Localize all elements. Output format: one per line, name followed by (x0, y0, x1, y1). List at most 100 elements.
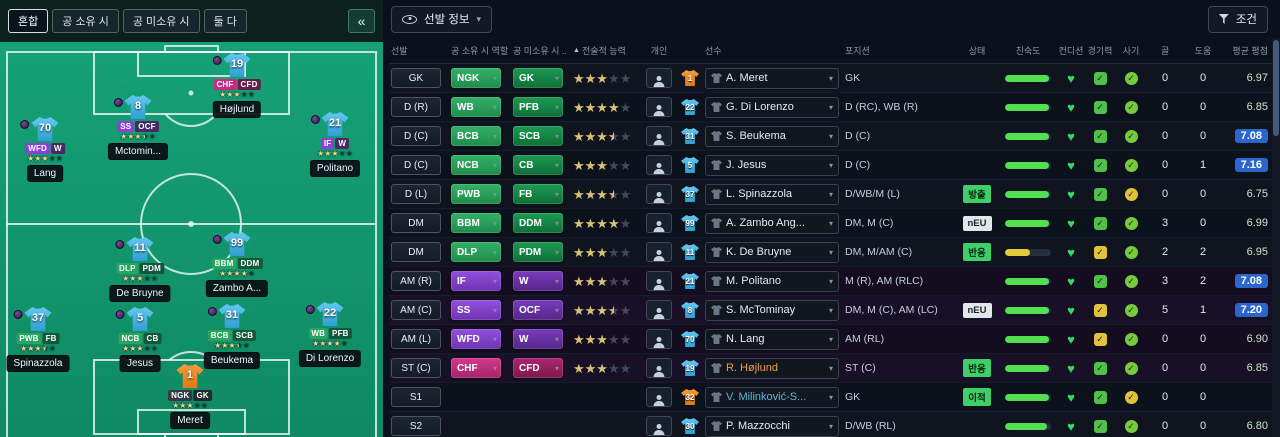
individual-instructions-button[interactable] (646, 97, 672, 117)
column-header[interactable]: 친숙도 (1015, 46, 1041, 56)
view-tab-1[interactable]: 혼합 (8, 9, 49, 33)
role-dropdown[interactable]: CHF ▾ (451, 358, 501, 378)
role-dropdown[interactable]: PWB ▾ (451, 184, 501, 204)
slot-button[interactable]: D (R) (391, 97, 441, 117)
player-dropdown[interactable]: P. Mazzocchi ▾ (705, 415, 839, 437)
column-header[interactable]: 선수 (705, 46, 722, 56)
squad-row[interactable]: D (C) BCB▾ SCB▾ ★★★★★★★★★★ 31 S. Beukema▾ D (C… (389, 122, 1272, 151)
column-header[interactable]: 상태 (968, 46, 986, 56)
slot-button[interactable]: S1 (391, 387, 441, 407)
squad-row[interactable]: S1 32 V. Milinković-S... ▾ GK 이적 ♥ ✓ ✓ 0 0 (389, 383, 1272, 412)
role-dropdown[interactable]: W ▾ (513, 271, 563, 291)
squad-row[interactable]: DM BBM▾ DDM▾ ★★★★★★★★★★ 99 A. Zambo Ang...▾ DM… (389, 209, 1272, 238)
slot-button[interactable]: AM (R) (391, 271, 441, 291)
column-header[interactable]: 도움 (1194, 46, 1212, 56)
role-dropdown[interactable]: W ▾ (513, 329, 563, 349)
column-header[interactable]: 포지션 (845, 46, 870, 56)
individual-instructions-button[interactable] (646, 387, 672, 407)
player-dropdown[interactable]: A. Zambo Ang... ▾ (705, 212, 839, 234)
slot-button[interactable]: D (C) (391, 126, 441, 146)
view-tab-3[interactable]: 공 미소유 시 (122, 9, 200, 33)
role-dropdown[interactable]: BCB ▾ (451, 126, 501, 146)
squad-row[interactable]: GK NGK▾ GK▾ ★★★★★★★★★★ 1 A. Meret▾ GK ♥ ✓ ✓ 0 0 6.97 (389, 64, 1272, 93)
player-dropdown[interactable]: K. De Bruyne ▾ (705, 241, 839, 263)
role-dropdown[interactable]: NCB ▾ (451, 155, 501, 175)
role-dropdown[interactable]: CB ▾ (513, 155, 563, 175)
role-dropdown[interactable]: SS ▾ (451, 300, 501, 320)
selection-info-dropdown[interactable]: 선발 정보 ▾ (391, 5, 493, 33)
player-dropdown[interactable]: S. Beukema ▾ (705, 125, 839, 147)
role-dropdown[interactable]: OCF ▾ (513, 300, 563, 320)
column-header[interactable]: 공 소유 시 역할 (451, 46, 509, 56)
player-dropdown[interactable]: R. Højlund ▾ (705, 357, 839, 379)
individual-instructions-button[interactable] (646, 213, 672, 233)
individual-instructions-button[interactable] (646, 155, 672, 175)
role-dropdown[interactable]: SCB ▾ (513, 126, 563, 146)
role-dropdown[interactable]: FB ▾ (513, 184, 563, 204)
squad-row[interactable]: DM DLP▾ PDM▾ ★★★★★★★★★★ 11 K. De Bruyne▾ DM, M… (389, 238, 1272, 267)
squad-row[interactable]: D (C) NCB▾ CB▾ ★★★★★★★★★★ 5 J. Jesus▾ D (C) ♥ ✓ ✓… (389, 151, 1272, 180)
squad-row[interactable]: AM (R) IF▾ W▾ ★★★★★★★★★★ 21 M. Politano▾ M (R)… (389, 267, 1272, 296)
slot-button[interactable]: DM (391, 213, 441, 233)
slot-button[interactable]: D (L) (391, 184, 441, 204)
individual-instructions-button[interactable] (646, 416, 672, 436)
slot-button[interactable]: GK (391, 68, 441, 88)
individual-instructions-button[interactable] (646, 126, 672, 146)
individual-instructions-button[interactable] (646, 329, 672, 349)
squad-row[interactable]: D (L) PWB▾ FB▾ ★★★★★★★★★★ 37 L. Spinazzola▾ D/… (389, 180, 1272, 209)
player-dropdown[interactable]: G. Di Lorenzo ▾ (705, 96, 839, 118)
role-dropdown[interactable]: WFD ▾ (451, 329, 501, 349)
column-header[interactable] (677, 38, 703, 63)
individual-instructions-button[interactable] (646, 68, 672, 88)
view-tab-4[interactable]: 둘 다 (203, 9, 247, 33)
column-header[interactable]: 개인 (650, 46, 668, 56)
squad-row[interactable]: AM (C) SS▾ OCF▾ ★★★★★★★★★★ 8 S. McTominay▾ DM,… (389, 296, 1272, 325)
player-dropdown[interactable]: V. Milinković-S... ▾ (705, 386, 839, 408)
slot-button[interactable]: AM (L) (391, 329, 441, 349)
role-dropdown[interactable]: WB ▾ (451, 97, 501, 117)
player-dropdown[interactable]: A. Meret ▾ (705, 67, 839, 89)
slot-button[interactable]: ST (C) (391, 358, 441, 378)
slot-button[interactable]: DM (391, 242, 441, 262)
column-header[interactable]: 컨디션 (1058, 46, 1084, 56)
collapse-panel-button[interactable]: « (348, 9, 375, 33)
squad-row[interactable]: ST (C) CHF▾ CFD▾ ★★★★★★★★★★ 19 R. Højlund▾ ST … (389, 354, 1272, 383)
column-header[interactable]: 선발 (391, 46, 408, 56)
role-dropdown[interactable]: CFD ▾ (513, 358, 563, 378)
individual-instructions-button[interactable] (646, 242, 672, 262)
player-dropdown[interactable]: S. McTominay ▾ (705, 299, 839, 321)
column-header[interactable]: ▲ 전술적 능력 (573, 46, 626, 56)
player-dropdown[interactable]: L. Spinazzola ▾ (705, 183, 839, 205)
individual-instructions-button[interactable] (646, 300, 672, 320)
player-dropdown[interactable]: J. Jesus ▾ (705, 154, 839, 176)
condition-button[interactable]: 조건 (1207, 5, 1268, 33)
squad-row[interactable]: AM (L) WFD▾ W▾ ★★★★★★★★★★ 70 N. Lang▾ AM (RL) ♥… (389, 325, 1272, 354)
column-header[interactable]: 평균 평점 (1232, 46, 1268, 56)
role-dropdown[interactable]: PDM ▾ (513, 242, 563, 262)
role-dropdown[interactable]: DLP ▾ (451, 242, 501, 262)
squad-row[interactable]: S2 30 P. Mazzocchi ▾ D/WB (RL) ♥ ✓ ✓ 0 0 6.80 (389, 412, 1272, 437)
view-tab-2[interactable]: 공 소유 시 (52, 9, 119, 33)
column-header[interactable]: 사기 (1122, 46, 1140, 56)
slot-button[interactable]: AM (C) (391, 300, 441, 320)
player-dropdown[interactable]: N. Lang ▾ (705, 328, 839, 350)
pitch-player[interactable]: 21 IFW★★★★★★★★★★ Politano (309, 112, 361, 177)
slot-button[interactable]: D (C) (391, 155, 441, 175)
role-dropdown[interactable]: PFB ▾ (513, 97, 563, 117)
role-dropdown[interactable]: IF ▾ (451, 271, 501, 291)
individual-instructions-button[interactable] (646, 271, 672, 291)
player-dropdown[interactable]: M. Politano ▾ (705, 270, 839, 292)
column-header[interactable]: 골 (1160, 46, 1170, 56)
role-dropdown[interactable]: BBM ▾ (451, 213, 501, 233)
role-dropdown[interactable]: GK ▾ (513, 68, 563, 88)
